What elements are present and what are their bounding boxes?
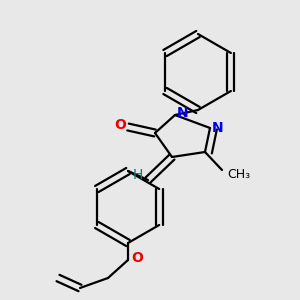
Text: N: N [177, 106, 189, 120]
Text: O: O [131, 251, 143, 265]
Text: H: H [133, 168, 143, 182]
Text: CH₃: CH₃ [227, 169, 250, 182]
Text: N: N [212, 121, 224, 135]
Text: O: O [114, 118, 126, 132]
